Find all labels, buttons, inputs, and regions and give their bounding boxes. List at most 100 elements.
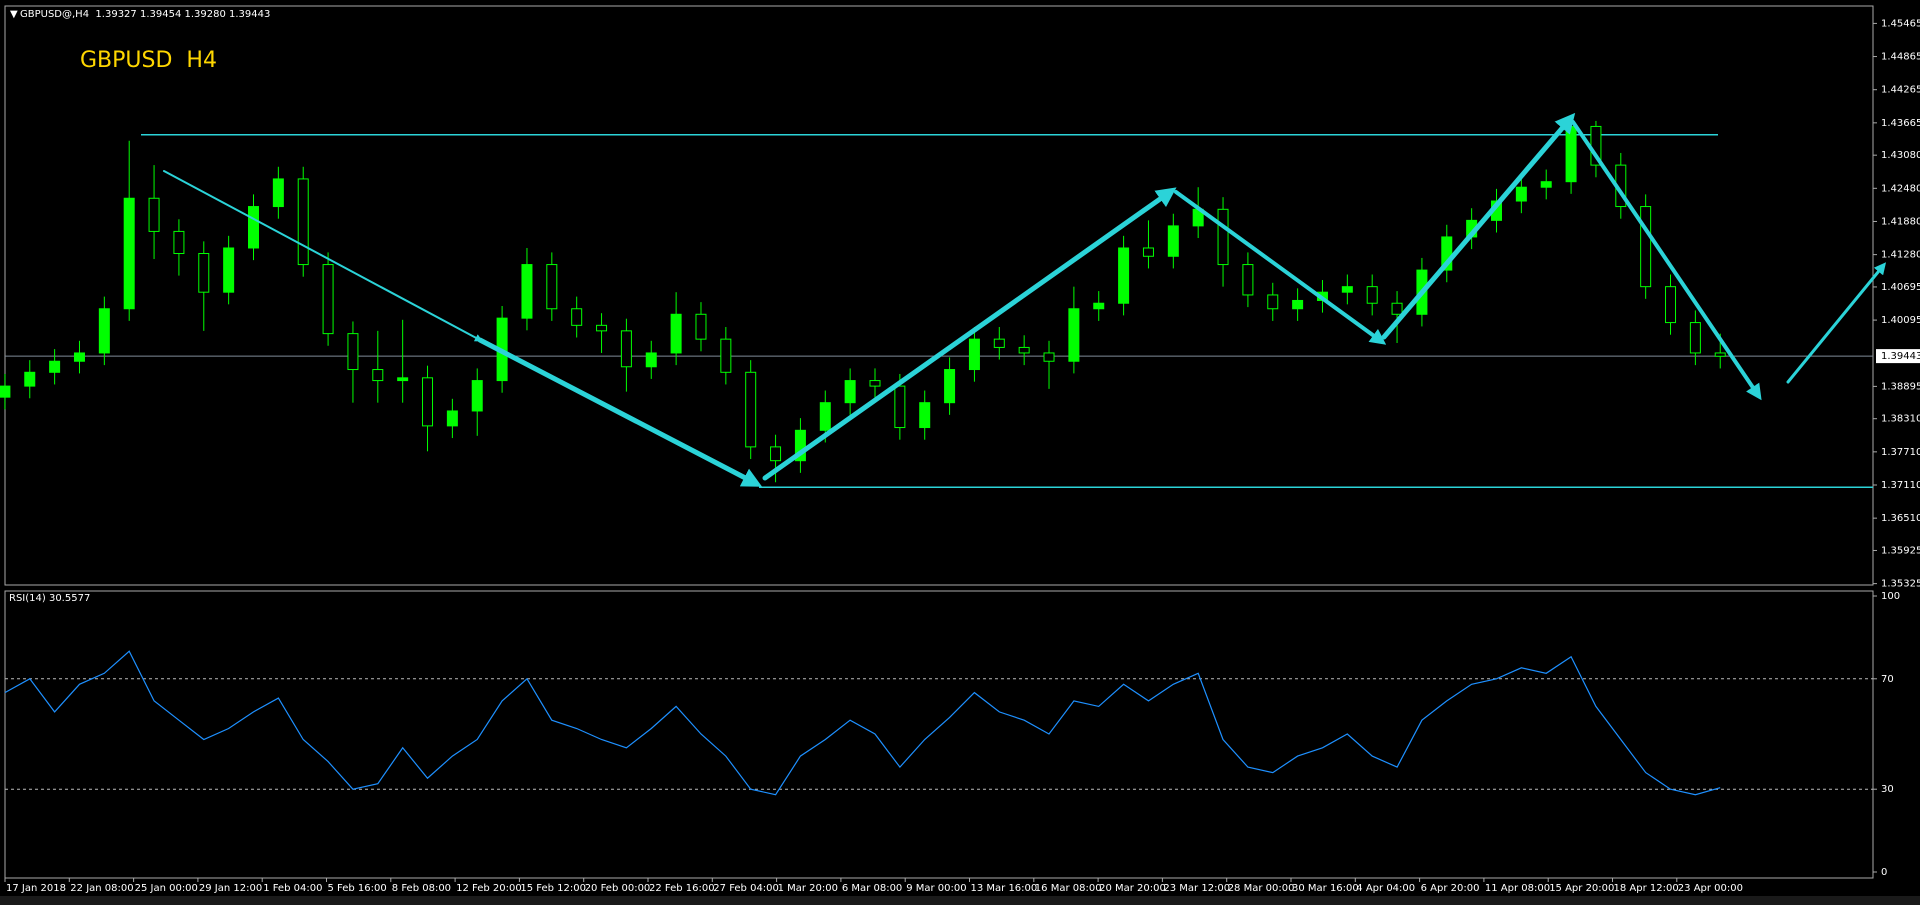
candle-body xyxy=(968,338,980,371)
candle-body xyxy=(794,429,806,462)
candle-body xyxy=(248,206,259,249)
rsi-panel xyxy=(4,590,1874,879)
candle-body xyxy=(1043,352,1055,362)
trend-arrow xyxy=(477,337,763,487)
candle-body xyxy=(49,360,61,373)
candle-body xyxy=(422,377,434,427)
x-tick-label: 8 Feb 08:00 xyxy=(392,883,451,894)
trend-arrow xyxy=(1174,190,1387,345)
candle-body xyxy=(1217,208,1229,266)
candle-body xyxy=(372,369,384,382)
x-tick-label: 18 Apr 12:00 xyxy=(1614,883,1679,894)
candle-body xyxy=(1093,302,1105,310)
candle-body xyxy=(993,338,1005,348)
candle-body xyxy=(98,308,110,354)
candle-body xyxy=(770,446,782,462)
candle-body xyxy=(223,247,235,293)
trend-arrows xyxy=(163,112,1887,487)
y-tick-label: 1.40695 xyxy=(1881,282,1920,293)
x-tick-label: 22 Feb 16:00 xyxy=(649,883,715,894)
y-tick-label: 1.42480 xyxy=(1881,183,1920,194)
x-tick-label: 30 Mar 16:00 xyxy=(1292,883,1359,894)
rsi-title: RSI(14) 30.5577 xyxy=(9,593,90,604)
x-tick-label: 20 Feb 00:00 xyxy=(585,883,651,894)
candle-body xyxy=(1665,286,1677,324)
candle-body xyxy=(1068,308,1080,362)
rsi-line xyxy=(4,650,1721,796)
candle-body xyxy=(1515,186,1527,202)
y-tick-label: 1.45465 xyxy=(1881,18,1920,29)
y-tick-label: 30 xyxy=(1881,784,1894,795)
candle-body xyxy=(347,333,359,371)
candle-body xyxy=(894,385,906,429)
x-tick-label: 25 Jan 00:00 xyxy=(135,883,198,894)
candle-body xyxy=(1689,322,1701,354)
trend-arrow xyxy=(1381,112,1576,340)
candle-body xyxy=(1540,181,1552,188)
candle-body xyxy=(1267,294,1279,310)
bottom-bar xyxy=(0,896,1920,905)
x-tick-label: 17 Jan 2018 xyxy=(6,883,66,894)
candle-body xyxy=(645,352,657,368)
y-tick-label: 1.36510 xyxy=(1881,513,1920,524)
x-tick-label: 15 Apr 20:00 xyxy=(1549,883,1614,894)
candle-body xyxy=(446,410,458,427)
x-tick-label: 29 Jan 12:00 xyxy=(199,883,262,894)
candle-body xyxy=(123,197,135,310)
candle-body xyxy=(198,253,210,293)
x-tick-label: 6 Apr 20:00 xyxy=(1421,883,1480,894)
y-tick-label: 1.37110 xyxy=(1881,480,1920,491)
x-tick-label: 27 Feb 04:00 xyxy=(713,883,779,894)
candle-body xyxy=(1142,247,1154,257)
candle-body xyxy=(620,330,632,368)
x-tick-label: 12 Feb 20:00 xyxy=(456,883,522,894)
x-tick-label: 6 Mar 08:00 xyxy=(842,883,902,894)
candle-body xyxy=(1292,299,1304,310)
candle-body xyxy=(944,369,956,404)
y-tick-label: 1.44265 xyxy=(1881,85,1920,96)
x-tick-label: 22 Jan 08:00 xyxy=(70,883,133,894)
candle-body xyxy=(322,264,334,335)
x-tick-label: 23 Apr 00:00 xyxy=(1678,883,1743,894)
candle-body xyxy=(1441,236,1453,271)
y-tick-label: 1.43665 xyxy=(1881,118,1920,129)
x-tick-label: 4 Apr 04:00 xyxy=(1356,883,1415,894)
x-tick-label: 23 Mar 12:00 xyxy=(1163,883,1230,894)
x-tick-label: 13 Mar 16:00 xyxy=(971,883,1038,894)
y-tick-label: 70 xyxy=(1881,674,1894,685)
trend-line xyxy=(163,170,483,342)
last-price-label: 1.39443 xyxy=(1881,351,1920,362)
candle-body xyxy=(571,308,583,326)
trend-arrow xyxy=(1571,120,1762,401)
candle-body xyxy=(1391,302,1403,315)
y-tick-label: 1.44865 xyxy=(1881,52,1920,63)
y-tick-label: 0 xyxy=(1881,867,1887,878)
candle-body xyxy=(521,264,533,319)
price-panel xyxy=(4,5,1874,586)
candle-body xyxy=(720,338,732,373)
candle-body xyxy=(1565,125,1577,183)
candle-body xyxy=(1341,286,1353,293)
candle-body xyxy=(745,371,757,448)
candle-body xyxy=(1242,264,1254,296)
candle-body xyxy=(1018,346,1030,354)
candle-body xyxy=(1714,352,1726,357)
header: ▼ xyxy=(10,9,18,20)
candle-body xyxy=(670,313,682,354)
x-tick-label: 9 Mar 00:00 xyxy=(906,883,966,894)
x-tick-label: 20 Mar 20:00 xyxy=(1099,883,1166,894)
candle-body xyxy=(73,352,85,362)
y-tick-label: 1.35325 xyxy=(1881,579,1920,590)
candle-body xyxy=(1640,206,1652,288)
candle-body xyxy=(919,402,931,429)
x-tick-label: 1 Mar 20:00 xyxy=(778,883,838,894)
x-tick-label: 16 Mar 08:00 xyxy=(1035,883,1102,894)
candle-body xyxy=(173,230,185,255)
y-tick-label: 1.38310 xyxy=(1881,414,1920,425)
chart-title: GBPUSD H4 xyxy=(80,48,217,73)
x-tick-label: 5 Feb 16:00 xyxy=(328,883,387,894)
candle-body xyxy=(272,178,284,208)
candle-body xyxy=(24,371,36,387)
x-tick-label: 28 Mar 00:00 xyxy=(1228,883,1295,894)
